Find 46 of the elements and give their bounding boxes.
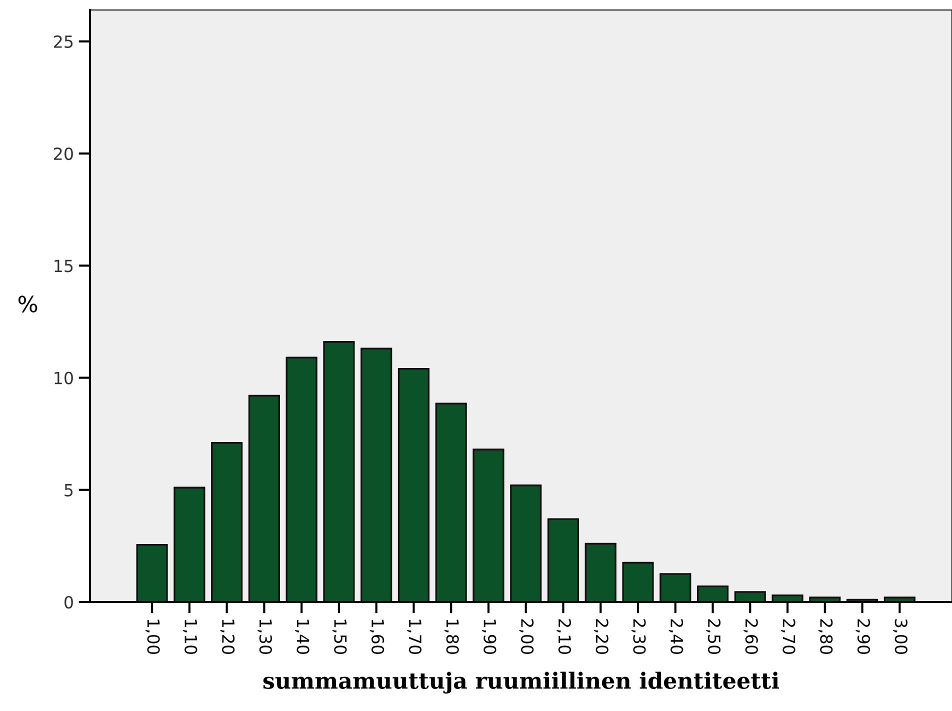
x-tick-label: 2,00 xyxy=(519,619,534,654)
y-axis-title: % xyxy=(18,296,38,312)
bar xyxy=(398,368,430,602)
bar xyxy=(696,585,729,602)
bar xyxy=(211,442,243,602)
y-tick-label: 5 xyxy=(64,484,73,496)
x-tick-label: 1,80 xyxy=(444,620,459,654)
x-tick-label: 2,30 xyxy=(631,619,646,654)
bar xyxy=(136,544,168,602)
x-tick-label: 3,00 xyxy=(893,619,908,654)
x-tick-label: 1,90 xyxy=(482,620,496,654)
bar xyxy=(472,448,504,602)
y-tick-label: 0 xyxy=(64,596,73,609)
x-tick-label: 1,10 xyxy=(182,620,198,654)
x-tick-label: 2,10 xyxy=(556,619,572,654)
bar xyxy=(286,356,318,602)
bar xyxy=(547,518,580,602)
x-tick-label: 1,60 xyxy=(370,620,384,654)
x-tick-label: 2,70 xyxy=(780,619,796,654)
y-tick-label: 15 xyxy=(54,260,73,272)
x-tick-label: 2,40 xyxy=(668,619,684,654)
x-tick-label: 2,80 xyxy=(818,619,833,654)
x-tick-label: 2,60 xyxy=(744,619,758,654)
x-tick-label: 2,90 xyxy=(856,619,870,654)
bar xyxy=(734,591,766,602)
bar xyxy=(248,394,280,602)
x-tick-label: 1,50 xyxy=(332,620,347,654)
bar xyxy=(622,562,654,602)
x-tick-label: 1,70 xyxy=(407,620,422,654)
bar xyxy=(174,486,206,602)
bar xyxy=(360,348,392,602)
bar xyxy=(660,573,692,602)
x-tick-label: 2,20 xyxy=(594,619,608,654)
y-tick-label: 25 xyxy=(54,35,73,48)
x-tick-label: 1,40 xyxy=(295,620,310,654)
bar xyxy=(435,402,467,602)
x-tick-label: 1,20 xyxy=(220,620,235,654)
y-tick-label: 20 xyxy=(54,147,73,160)
bar xyxy=(323,341,355,602)
bar xyxy=(584,542,616,602)
y-tick-label: 10 xyxy=(54,372,73,384)
x-tick-label: 1,30 xyxy=(258,620,272,654)
x-tick-label: 1,00 xyxy=(146,620,160,654)
bar xyxy=(510,484,542,602)
x-axis-title: summamuuttuja ruumiillinen identiteetti xyxy=(263,672,780,694)
x-tick-label: 2,50 xyxy=(706,619,721,654)
